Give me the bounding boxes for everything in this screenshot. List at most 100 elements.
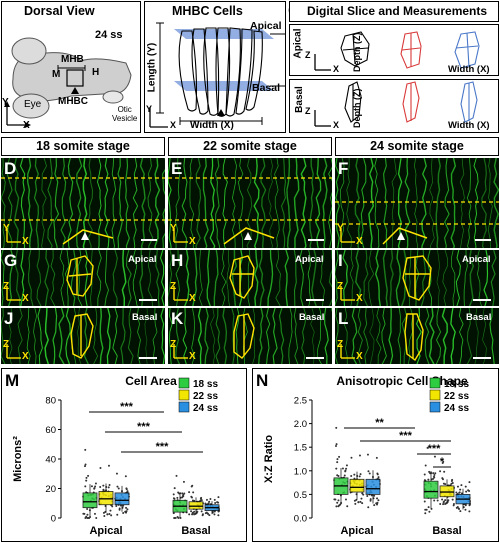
legend-swatch xyxy=(178,401,190,413)
micrograph-h xyxy=(168,250,332,306)
legend-label: 18 ss xyxy=(444,379,469,390)
data-point xyxy=(441,462,444,465)
data-point xyxy=(353,473,356,476)
data-point xyxy=(366,453,369,456)
y-tick-label: 0 xyxy=(51,514,56,525)
significance-marker: *** xyxy=(399,430,413,442)
data-point xyxy=(124,475,127,478)
data-point xyxy=(122,504,125,507)
legend-swatch xyxy=(429,389,441,401)
panel-letter-i: I xyxy=(338,251,343,270)
panel-b-basal-label: Basal xyxy=(252,82,281,94)
data-point xyxy=(441,478,444,481)
significance-marker: *** xyxy=(137,421,151,433)
data-point xyxy=(359,500,362,503)
panel-letter-k: K xyxy=(171,309,184,328)
data-point xyxy=(344,498,347,501)
data-point xyxy=(190,485,193,488)
y-tick-label: 2.0 xyxy=(294,419,307,430)
data-point xyxy=(357,501,360,504)
data-point xyxy=(335,505,338,508)
eye-label: Eye xyxy=(24,99,42,110)
panel-letter-h: H xyxy=(171,251,184,270)
legend-swatch xyxy=(178,389,190,401)
y-tick-label: 40 xyxy=(45,455,56,466)
data-point xyxy=(190,510,193,513)
data-point xyxy=(213,513,216,516)
data-point xyxy=(452,504,455,507)
box-22-ss-basal xyxy=(188,501,204,510)
data-point xyxy=(336,461,339,464)
data-point xyxy=(423,473,426,476)
x-category-label: Basal xyxy=(181,525,210,537)
panel-letter-n: N xyxy=(256,371,269,390)
stage-label-24ss: 24 ss xyxy=(95,29,123,41)
data-point xyxy=(87,517,90,519)
axis-x-d: X xyxy=(22,236,29,247)
axis-y-d: Y xyxy=(3,223,10,234)
data-point xyxy=(442,482,445,485)
data-point xyxy=(457,507,460,510)
data-point xyxy=(196,510,199,513)
data-point xyxy=(344,469,347,472)
significance-marker: ** xyxy=(375,417,384,429)
data-point xyxy=(434,472,437,475)
data-point xyxy=(366,494,369,497)
data-point xyxy=(191,499,194,502)
data-point xyxy=(336,458,339,461)
data-point xyxy=(181,496,184,499)
data-point xyxy=(93,487,96,490)
box-18-ss-apical xyxy=(82,492,98,509)
data-point xyxy=(427,478,430,481)
data-point xyxy=(173,487,176,490)
data-point xyxy=(456,505,459,508)
micrograph-j xyxy=(1,308,165,364)
panel-letter-d: D xyxy=(4,159,17,178)
box-22-ss-apical xyxy=(98,491,114,506)
data-point xyxy=(214,501,217,504)
data-point xyxy=(172,512,175,515)
data-point xyxy=(102,511,105,514)
data-point xyxy=(376,473,379,476)
data-point xyxy=(192,491,195,494)
data-point xyxy=(84,463,87,466)
data-point xyxy=(208,500,211,503)
data-point xyxy=(173,517,176,519)
data-point xyxy=(188,513,191,516)
data-point xyxy=(172,497,175,500)
data-point xyxy=(358,475,361,478)
panel-letter-m: M xyxy=(5,371,20,390)
data-point xyxy=(441,498,444,501)
data-point xyxy=(433,455,436,458)
data-point xyxy=(177,491,180,494)
data-point xyxy=(199,499,202,502)
data-point xyxy=(361,502,364,505)
data-point xyxy=(125,506,128,509)
data-point xyxy=(335,467,338,470)
data-point xyxy=(99,467,102,470)
data-point xyxy=(459,510,462,513)
data-point xyxy=(424,512,427,515)
data-point xyxy=(464,485,467,488)
data-point xyxy=(102,488,105,491)
data-point xyxy=(107,486,110,489)
stage-header-24ss: 24 somite stage xyxy=(335,137,499,156)
data-point xyxy=(350,475,353,478)
axis-x-j: X xyxy=(22,351,29,362)
data-point xyxy=(439,503,442,506)
legend-swatch xyxy=(178,377,190,389)
panel-letter-e: E xyxy=(171,159,183,178)
data-point xyxy=(369,499,372,502)
panel-letter-g: G xyxy=(4,251,18,270)
data-point xyxy=(433,474,436,477)
data-point xyxy=(84,448,87,451)
tag-basal-k: Basal xyxy=(299,312,325,323)
panel-a-axis-y: Y xyxy=(2,97,9,108)
mhbc-label: MHBC xyxy=(58,96,88,107)
data-point xyxy=(122,512,125,515)
data-point xyxy=(172,493,175,496)
panel-c-axis-z-basal: Z xyxy=(305,106,311,116)
legend-label: 22 ss xyxy=(444,391,469,402)
data-point xyxy=(455,491,458,494)
data-point xyxy=(444,502,447,505)
